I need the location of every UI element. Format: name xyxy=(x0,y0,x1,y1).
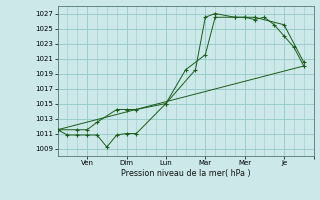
X-axis label: Pression niveau de la mer( hPa ): Pression niveau de la mer( hPa ) xyxy=(121,169,251,178)
